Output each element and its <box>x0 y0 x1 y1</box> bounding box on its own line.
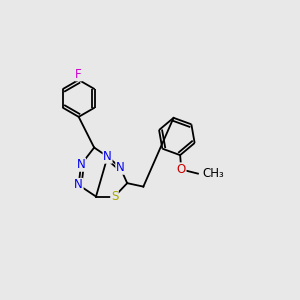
Text: F: F <box>75 68 82 81</box>
Text: N: N <box>74 178 83 191</box>
Text: CH₃: CH₃ <box>202 167 224 180</box>
Text: N: N <box>76 158 85 171</box>
Text: N: N <box>116 161 124 174</box>
Text: N: N <box>103 150 112 163</box>
Text: F: F <box>75 68 82 81</box>
Text: S: S <box>111 190 118 203</box>
Text: O: O <box>177 163 186 176</box>
